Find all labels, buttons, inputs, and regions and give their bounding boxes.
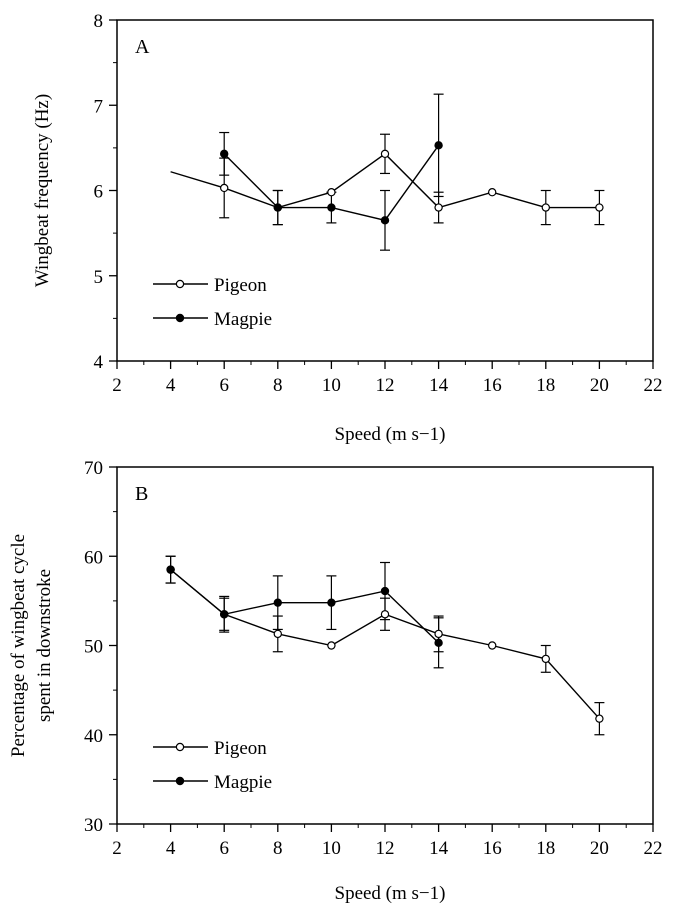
y-tick-label: 6	[94, 182, 104, 203]
x-tick-label: 16	[483, 838, 502, 859]
x-tick-label: 20	[590, 375, 609, 396]
x-tick-label: 16	[483, 375, 502, 396]
legend-entry-pigeon: Pigeon	[153, 738, 267, 759]
x-tick-label: 4	[166, 838, 176, 859]
x-axis-title: Speed (m s−1)	[335, 424, 446, 445]
pigeon-point	[489, 642, 496, 649]
x-axis-title: Speed (m s−1)	[335, 883, 446, 904]
magpie-point	[221, 150, 228, 157]
magpie-point	[435, 639, 442, 646]
y-tick-label: 40	[84, 726, 103, 747]
y-tick-label: 8	[94, 11, 104, 32]
y-tick-label: 7	[94, 96, 104, 117]
panel-letter: B	[135, 483, 148, 505]
legend-label: Magpie	[214, 772, 272, 793]
magpie-point	[328, 204, 335, 211]
y-tick-label: 50	[84, 637, 103, 658]
pigeon-point	[274, 630, 281, 637]
magpie-point	[328, 599, 335, 606]
pigeon-point	[489, 189, 496, 196]
panel-b-chart: 2 4 6 8 10 12 14 16 18 20 22 30 40 50 60 70 B Speed (m s−…	[8, 458, 663, 904]
x-tick-label: 20	[590, 838, 609, 859]
x-tick-label: 2	[112, 838, 122, 859]
pigeon-point	[596, 204, 603, 211]
magpie-point	[221, 611, 228, 618]
y-tick-label: 70	[84, 458, 103, 479]
plot-frame	[117, 467, 653, 824]
y-axis-title: Wingbeat frequency (Hz)	[32, 94, 53, 287]
y-axis-title-line2: spent in downstroke	[34, 569, 55, 722]
x-tick-label: 6	[219, 838, 229, 859]
magpie-point	[381, 217, 388, 224]
x-tick-label: 12	[376, 838, 395, 859]
magpie-point	[381, 587, 388, 594]
legend-label: Pigeon	[214, 738, 267, 759]
pigeon-point	[596, 715, 603, 722]
y-tick-label: 60	[84, 547, 103, 568]
legend-entry-magpie: Magpie	[153, 772, 272, 793]
x-tick-label: 18	[536, 838, 555, 859]
x-tick-label: 22	[644, 838, 663, 859]
x-tick-label: 8	[273, 375, 283, 396]
y-tick-label: 5	[94, 267, 104, 288]
legend-label: Pigeon	[214, 275, 267, 296]
x-tick-label: 4	[166, 375, 176, 396]
legend-marker	[176, 743, 183, 750]
pigeon-point	[381, 611, 388, 618]
y-tick-label: 4	[94, 352, 104, 373]
series-line-magpie	[171, 570, 439, 643]
y-tick-label: 30	[84, 815, 103, 836]
pigeon-point	[542, 204, 549, 211]
panel-letter: A	[135, 36, 150, 58]
x-tick-label: 12	[376, 375, 395, 396]
x-tick-label: 2	[112, 375, 122, 396]
x-tick-label: 14	[429, 838, 449, 859]
x-tick-label: 22	[644, 375, 663, 396]
pigeon-point	[221, 184, 228, 191]
x-tick-label: 10	[322, 375, 341, 396]
x-tick-label: 14	[429, 375, 449, 396]
x-tick-label: 10	[322, 838, 341, 859]
pigeon-point	[328, 189, 335, 196]
x-tick-label: 8	[273, 838, 283, 859]
magpie-point	[435, 142, 442, 149]
legend-label: Magpie	[214, 309, 272, 330]
pigeon-point	[435, 204, 442, 211]
pigeon-point	[542, 655, 549, 662]
legend-entry-magpie: Magpie	[153, 309, 272, 330]
x-tick-label: 6	[219, 375, 229, 396]
magpie-point	[274, 599, 281, 606]
magpie-point	[167, 566, 174, 573]
pigeon-point	[435, 630, 442, 637]
y-axis-title: Percentage of wingbeat cycle	[8, 534, 29, 757]
pigeon-point	[328, 642, 335, 649]
legend-marker	[176, 280, 183, 287]
magpie-point	[274, 204, 281, 211]
legend-marker	[176, 314, 183, 321]
legend-marker	[176, 777, 183, 784]
legend-entry-pigeon: Pigeon	[153, 275, 267, 296]
x-tick-label: 18	[536, 375, 555, 396]
pigeon-point	[381, 150, 388, 157]
